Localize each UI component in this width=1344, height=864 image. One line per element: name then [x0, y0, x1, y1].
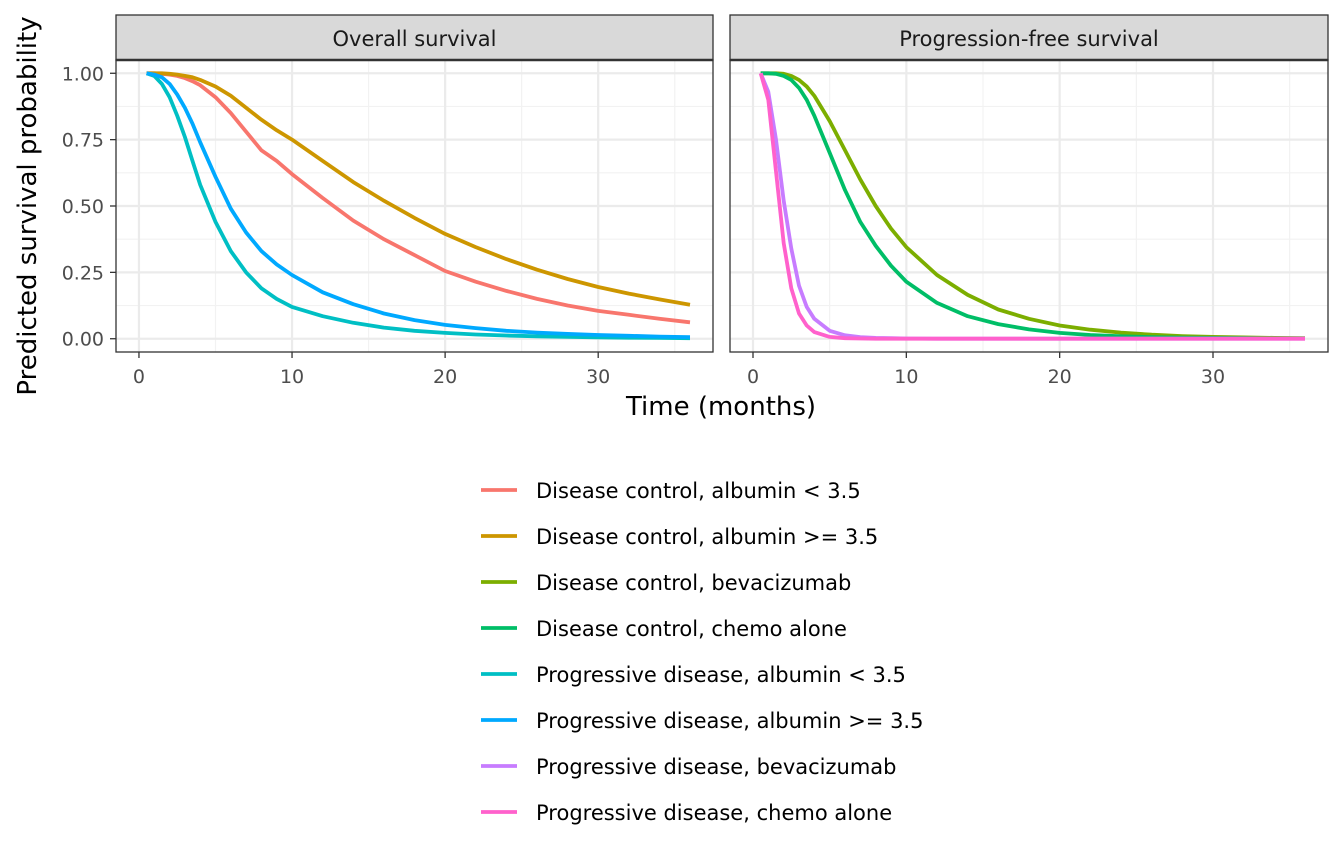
facet-strip-label: Overall survival: [332, 27, 496, 51]
facet-strip: [729, 14, 1329, 61]
x-tick-label: 20: [1048, 366, 1072, 388]
series-line: [146, 71, 691, 339]
x-tick-label: 0: [747, 366, 759, 388]
y-tick-label: 0.25: [62, 262, 104, 284]
facet-panel: Progression-free survival 0 10 20 30: [729, 14, 1329, 388]
x-tick-label: 0: [133, 366, 145, 388]
facet-panel: Overall survival 0 10 20 30 0.00 0.25 0.50 0.75 1…: [62, 14, 714, 388]
facet-strip: [115, 14, 714, 61]
y-tick-label: 0.50: [62, 196, 104, 218]
x-tick-label: 10: [894, 366, 918, 388]
legend: Disease control, albumin < 3.5 Disease co…: [481, 479, 923, 825]
legend-item: Disease control, albumin >= 3.5: [481, 525, 878, 549]
x-tick-label: 20: [433, 366, 457, 388]
x-tick-label: 30: [1201, 366, 1225, 388]
legend-item: Progressive disease, albumin < 3.5: [481, 663, 906, 687]
legend-item: Disease control, albumin < 3.5: [481, 479, 861, 503]
series-line: [145, 71, 691, 341]
y-tick-label: 0.00: [62, 329, 104, 351]
x-axis-title: Time (months): [625, 392, 816, 422]
legend-label: Progressive disease, albumin >= 3.5: [536, 709, 923, 733]
legend-item: Disease control, bevacizumab: [481, 571, 851, 595]
legend-label: Progressive disease, albumin < 3.5: [536, 663, 906, 687]
facet-strip-label: Progression-free survival: [899, 27, 1159, 51]
x-tick-label: 30: [586, 366, 610, 388]
x-tick-label: 10: [280, 366, 304, 388]
y-tick-label: 1.00: [62, 63, 104, 85]
legend-label: Disease control, bevacizumab: [536, 571, 851, 595]
series-line: [758, 72, 1305, 341]
legend-item: Progressive disease, bevacizumab: [481, 755, 897, 779]
y-axis-title: Predicted survival probability: [13, 16, 43, 395]
legend-label: Progressive disease, chemo alone: [536, 801, 892, 825]
legend-item: Disease control, chemo alone: [481, 617, 847, 641]
legend-label: Disease control, chemo alone: [536, 617, 847, 641]
legend-item: Progressive disease, chemo alone: [481, 801, 892, 825]
legend-label: Disease control, albumin < 3.5: [536, 479, 861, 503]
facet-panels: Overall survival 0 10 20 30 0.00 0.25 0.50 0.75 1…: [62, 14, 1329, 388]
legend-label: Progressive disease, bevacizumab: [536, 755, 897, 779]
legend-item: Progressive disease, albumin >= 3.5: [481, 709, 923, 733]
legend-label: Disease control, albumin >= 3.5: [536, 525, 878, 549]
y-tick-label: 0.75: [62, 130, 104, 152]
series-line: [146, 71, 691, 307]
